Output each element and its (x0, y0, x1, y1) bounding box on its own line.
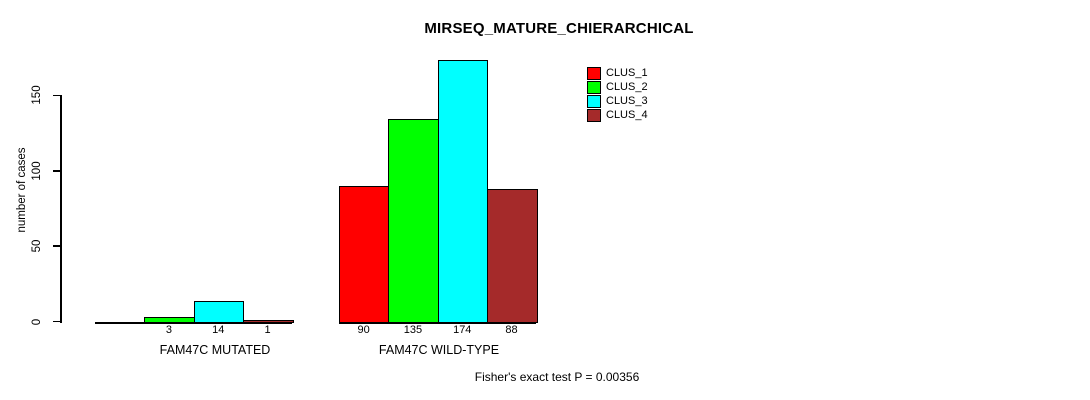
bar-value-label: 88 (505, 323, 518, 336)
legend-color-swatch (587, 66, 601, 80)
chart-title: MIRSEQ_MATURE_CHIERARCHICAL (424, 20, 694, 37)
bar-clus_4-group2 (486, 189, 538, 324)
y-tick-label: 150 (31, 85, 43, 106)
bar-value-label: 1 (264, 323, 271, 336)
bar-value-label: 3 (165, 323, 172, 336)
y-axis-label: number of cases (16, 147, 28, 233)
bar-value-label: 14 (212, 323, 225, 336)
bar-clus_2-group2 (388, 118, 440, 324)
bar-value-label: 174 (453, 323, 472, 336)
y-tick (53, 94, 62, 97)
legend-item-label: CLUS_3 (606, 95, 648, 107)
category-label-group1: FAM47C MUTATED (159, 343, 271, 357)
bar-clus_4-group1 (242, 320, 294, 324)
legend-color-swatch (587, 94, 601, 108)
y-tick (53, 320, 62, 323)
legend-color-swatch (587, 108, 601, 122)
bar-clus_1-group2 (339, 186, 390, 324)
legend-item-label: CLUS_2 (606, 81, 648, 93)
y-axis-line (60, 94, 62, 324)
legend: CLUS_1 CLUS_2 CLUS_3 CLUS_4 (587, 66, 648, 122)
legend-item: CLUS_1 (587, 66, 648, 80)
y-tick (53, 245, 62, 247)
legend-item: CLUS_3 (587, 94, 648, 108)
category-label-group2: FAM47C WILD-TYPE (378, 343, 500, 357)
bar-clus_3-group2 (437, 59, 489, 324)
y-tick-label: 50 (31, 239, 43, 253)
bar-value-label: 90 (357, 323, 370, 336)
bar-value-label: 135 (403, 323, 423, 336)
y-tick-label: 0 (31, 318, 43, 325)
fisher-test-note: Fisher's exact test P = 0.00356 (474, 370, 640, 384)
y-tick-label: 100 (31, 161, 43, 181)
legend-item: CLUS_2 (587, 80, 648, 94)
legend-item: CLUS_4 (587, 108, 648, 122)
legend-color-swatch (587, 80, 601, 94)
legend-item-label: CLUS_1 (606, 67, 648, 79)
bar-clus_3-group1 (193, 300, 245, 324)
legend-item-label: CLUS_4 (606, 109, 648, 121)
y-tick (53, 170, 62, 172)
